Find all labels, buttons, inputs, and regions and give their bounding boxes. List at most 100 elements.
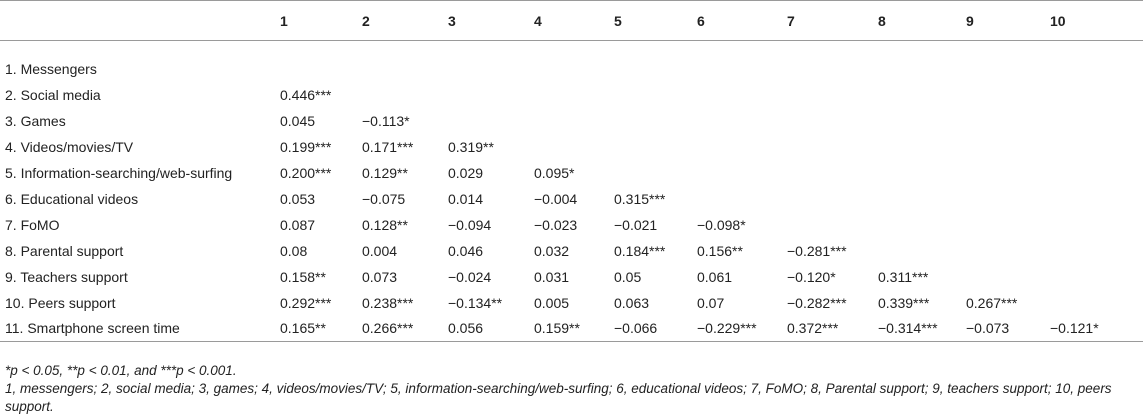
correlation-cell xyxy=(610,160,693,186)
row-label: 11. Smartphone screen time xyxy=(0,315,276,342)
correlation-cell xyxy=(693,134,783,160)
correlation-cell: −0.094 xyxy=(448,216,492,233)
correlation-cell: −0.282*** xyxy=(787,294,847,311)
correlation-cell xyxy=(783,212,874,238)
correlation-cell xyxy=(874,82,962,108)
correlation-cell xyxy=(610,56,693,82)
correlation-cell: 0.339*** xyxy=(878,294,930,311)
correlation-cell xyxy=(1046,160,1143,186)
correlation-cell: −0.021 xyxy=(614,216,658,233)
table-row: 11. Smartphone screen time 0.165** 0.266**… xyxy=(0,315,1143,342)
header-row: 1 2 3 4 5 6 7 8 9 10 xyxy=(0,0,1143,41)
correlation-cell: −0.134** xyxy=(448,294,503,311)
row-label: 1. Messengers xyxy=(5,60,97,77)
correlation-cell xyxy=(1046,290,1143,316)
correlation-cell: −0.281*** xyxy=(787,242,847,259)
correlation-cell: 0.267*** xyxy=(966,294,1018,311)
row-label: 3. Games xyxy=(5,112,66,129)
correlation-cell: 0.129** xyxy=(362,164,408,181)
correlation-cell: 0.311*** xyxy=(878,268,929,285)
table-body: 1. Messengers 2. Social media 0.446*** 3. G… xyxy=(0,41,1143,342)
correlation-cell: 0.046 xyxy=(448,242,484,259)
correlation-cell: 0.053 xyxy=(280,190,316,207)
correlation-cell xyxy=(783,134,874,160)
row-label: 6. Educational videos xyxy=(5,190,139,207)
correlation-cell xyxy=(783,160,874,186)
header-cell-8: 8 xyxy=(874,0,962,41)
table-row: 3. Games 0.045 −0.113* xyxy=(0,108,1143,134)
correlation-cell xyxy=(693,108,783,134)
correlation-cell xyxy=(783,186,874,212)
correlation-cell xyxy=(874,108,962,134)
correlation-cell: 0.159** xyxy=(530,315,610,342)
row-label: 2. Social media xyxy=(5,86,101,103)
header-cell-4: 4 xyxy=(530,0,610,41)
correlation-cell xyxy=(693,160,783,186)
header-cell-6: 6 xyxy=(693,0,783,41)
correlation-cell xyxy=(874,238,962,264)
correlation-cell: 0.045 xyxy=(280,112,316,129)
correlation-cell: −0.066 xyxy=(610,315,693,342)
header-cell-2: 2 xyxy=(358,0,444,41)
correlation-cell: 0.128** xyxy=(362,216,408,233)
correlation-cell xyxy=(276,56,358,82)
correlation-cell xyxy=(1046,238,1143,264)
correlation-cell xyxy=(962,238,1046,264)
correlation-cell xyxy=(610,108,693,134)
correlation-cell xyxy=(530,134,610,160)
correlation-cell xyxy=(358,82,444,108)
table-row: 10. Peers support 0.292*** 0.238*** −0.134*… xyxy=(0,290,1143,316)
row-label: 5. Information-searching/web-surfing xyxy=(5,164,233,181)
correlation-cell xyxy=(962,160,1046,186)
correlation-cell xyxy=(783,108,874,134)
correlation-cell: −0.073 xyxy=(962,315,1046,342)
correlation-cell xyxy=(1046,134,1143,160)
correlation-cell xyxy=(1046,186,1143,212)
correlation-cell xyxy=(1046,212,1143,238)
correlation-cell: 0.029 xyxy=(448,164,484,181)
correlation-cell: 0.200*** xyxy=(280,164,332,181)
correlation-cell xyxy=(610,134,693,160)
header-cell-variable xyxy=(0,0,276,41)
row-label: 7. FoMO xyxy=(5,216,60,233)
correlation-cell xyxy=(962,108,1046,134)
table-footnotes: *p < 0.05, **p < 0.01, and ***p < 0.001.… xyxy=(5,362,1138,416)
spacer-row xyxy=(0,41,1143,56)
table-row: 6. Educational videos 0.053 −0.075 0.014 −0.… xyxy=(0,186,1143,212)
correlation-cell xyxy=(693,82,783,108)
correlation-cell: 0.095* xyxy=(534,164,575,181)
correlation-cell xyxy=(444,82,530,108)
correlation-cell: 0.184*** xyxy=(614,242,666,259)
correlation-cell xyxy=(530,56,610,82)
correlation-cell xyxy=(962,186,1046,212)
correlation-cell: 0.08 xyxy=(280,242,308,259)
correlation-cell: −0.229*** xyxy=(693,315,783,342)
correlation-cell xyxy=(962,264,1046,290)
correlation-cell xyxy=(1046,82,1143,108)
correlation-cell: 0.073 xyxy=(362,268,398,285)
correlation-cell: 0.238*** xyxy=(362,294,414,311)
correlation-cell xyxy=(1046,108,1143,134)
correlation-cell xyxy=(962,82,1046,108)
correlation-cell: 0.032 xyxy=(534,242,570,259)
correlation-cell: 0.05 xyxy=(614,268,642,285)
correlation-cell xyxy=(530,108,610,134)
correlation-cell xyxy=(693,186,783,212)
correlation-cell xyxy=(962,56,1046,82)
correlation-cell: −0.121* xyxy=(1046,315,1143,342)
correlation-cell xyxy=(874,56,962,82)
correlation-cell: −0.098* xyxy=(697,216,746,233)
correlation-cell: −0.113* xyxy=(362,112,410,129)
header-cell-3: 3 xyxy=(444,0,530,41)
correlation-cell xyxy=(874,160,962,186)
correlation-table: 1 2 3 4 5 6 7 8 9 10 1. Messengers 2. Social media… xyxy=(0,0,1143,342)
correlation-cell: 0.014 xyxy=(448,190,484,207)
table-row: 1. Messengers xyxy=(0,56,1143,82)
correlation-cell xyxy=(1046,264,1143,290)
correlation-cell: −0.075 xyxy=(362,190,406,207)
header-cell-5: 5 xyxy=(610,0,693,41)
correlation-cell: 0.063 xyxy=(614,294,650,311)
correlation-cell: 0.004 xyxy=(362,242,398,259)
correlation-cell xyxy=(962,212,1046,238)
